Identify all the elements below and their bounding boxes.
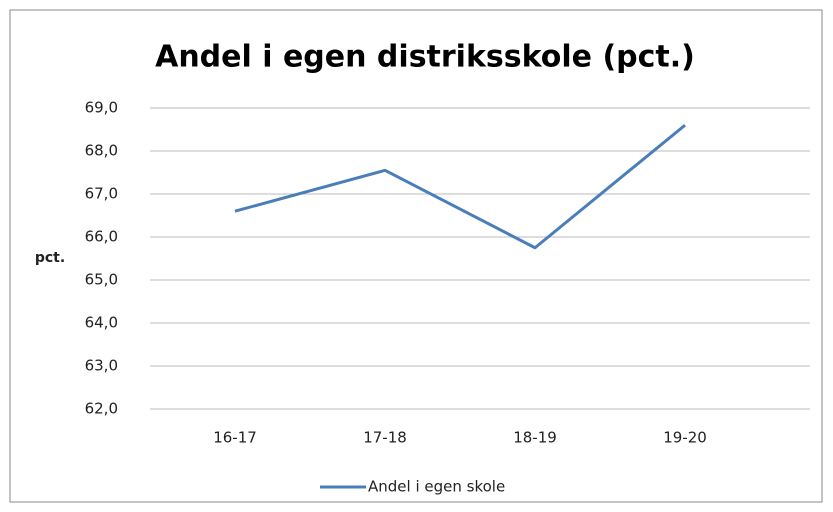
y-tick-label: 65,0 xyxy=(85,271,118,289)
y-tick-label: 66,0 xyxy=(85,228,118,246)
x-tick-label: 17-18 xyxy=(363,429,407,447)
y-tick-label: 64,0 xyxy=(85,314,118,332)
y-axis-label: pct. xyxy=(35,250,65,266)
y-tick-label: 68,0 xyxy=(85,142,118,160)
y-tick-label: 69,0 xyxy=(85,99,118,117)
y-tick-label: 62,0 xyxy=(85,400,118,418)
chart-title: Andel i egen distriksskole (pct.) xyxy=(155,40,695,75)
legend-label: Andel i egen skole xyxy=(368,478,505,496)
x-tick-label: 16-17 xyxy=(213,429,257,447)
y-tick-label: 63,0 xyxy=(85,357,118,375)
data-line xyxy=(234,124,686,250)
y-tick-label: 67,0 xyxy=(85,185,118,203)
chart-border xyxy=(9,9,823,503)
x-tick-label: 19-20 xyxy=(663,429,707,447)
x-tick-label: 18-19 xyxy=(513,429,557,447)
